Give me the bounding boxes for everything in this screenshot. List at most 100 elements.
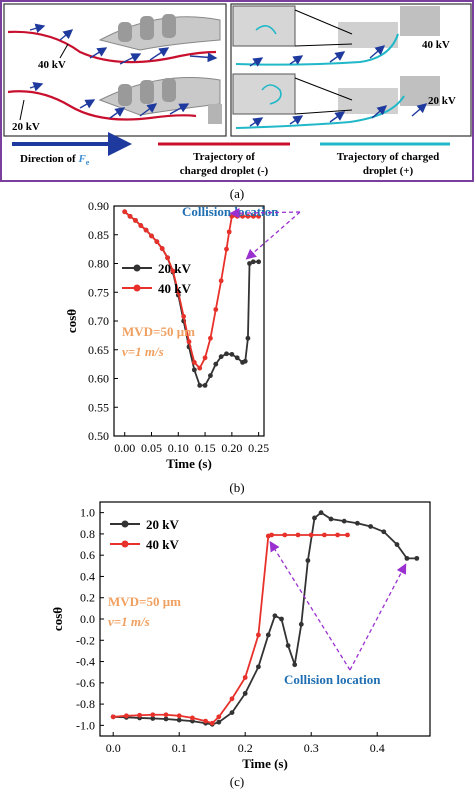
data-point: [133, 217, 138, 223]
data-point: [242, 675, 248, 680]
data-point: [170, 268, 176, 274]
y-tick-label: 0.8: [80, 527, 95, 541]
label-20kv-right: 20 kV: [428, 95, 456, 107]
trajectory-20kv-left: [7, 90, 197, 121]
data-point: [216, 714, 222, 720]
series-line-40kv: [113, 534, 348, 725]
data-point: [229, 696, 235, 702]
data-point: [154, 239, 160, 245]
data-point: [150, 716, 156, 721]
collision-arrow: [229, 207, 301, 219]
condition-text: v=1 m/s: [122, 344, 164, 359]
data-point: [176, 713, 182, 719]
x-tick-label: 0.1: [172, 741, 187, 755]
chart-b: 0.50 0.55 0.60 0.65 0.70 0.75 0.80 0.85 0.90 0.00…: [64, 199, 301, 471]
data-point: [312, 515, 317, 521]
y-axis-label: cosθ: [64, 309, 79, 333]
data-point: [242, 691, 248, 696]
data-point: [250, 259, 256, 265]
x-tick-label: 0.15: [195, 441, 216, 455]
data-point: [318, 510, 324, 516]
svg-text:Direction of Fe: Direction of Fe: [20, 153, 90, 167]
data-point: [181, 314, 187, 319]
data-point: [216, 719, 222, 725]
data-point: [414, 555, 420, 561]
panel-a-left-illustration: 40 kV 20 kV: [3, 3, 227, 137]
data-point: [127, 213, 133, 219]
y-tick-label: 0.85: [88, 228, 109, 242]
y-tick-label: 0.6: [80, 548, 95, 562]
data-point: [186, 339, 192, 345]
y-tick-label: 0.70: [88, 314, 109, 328]
legend-label: 20 kV: [146, 517, 179, 532]
data-point: [208, 335, 213, 341]
data-point: [110, 714, 116, 720]
y-tick-label: 0.55: [88, 400, 109, 414]
x-tick-label: 0.4: [370, 741, 385, 755]
fe-subscript: e: [86, 158, 90, 167]
collision-arrow: [349, 563, 407, 671]
data-point: [298, 621, 304, 627]
data-point: [197, 365, 203, 371]
x-tick-label: 0.10: [168, 441, 189, 455]
data-point: [176, 717, 182, 723]
panel-a: 40 kV 20 kV: [0, 0, 474, 182]
data-point: [209, 720, 215, 726]
data-point: [285, 643, 291, 648]
data-point: [124, 713, 129, 719]
label-40kv-right: 40 kV: [422, 39, 450, 51]
fe-direction-text: Direction of: [20, 153, 78, 165]
trajectory-40kv-right: [235, 33, 399, 66]
legend-trajectory-pos-line1: Trajectory of charged: [337, 151, 439, 163]
chart-c: -1.0 -0.8 -0.6 -0.4 -0.2 0.0 0.2 0.4 0.6 0.8 1.0 0.…: [50, 501, 431, 771]
y-tick-label: 0.90: [88, 199, 109, 213]
legend-marker: [133, 284, 141, 292]
data-point: [265, 632, 271, 638]
data-point: [191, 360, 197, 365]
x-tick-label: 0.25: [248, 441, 269, 455]
data-point: [272, 613, 278, 619]
data-point: [256, 664, 261, 670]
data-point: [191, 367, 197, 373]
data-point: [381, 529, 387, 535]
x-tick-label: 0.0: [106, 741, 121, 755]
panel-a-right-illustration: 40 kV 20 kV: [230, 3, 472, 137]
data-point: [355, 520, 360, 526]
label-40kv-left: 40 kV: [38, 59, 66, 71]
data-point: [345, 532, 350, 538]
data-point: [224, 246, 229, 252]
data-point: [218, 278, 224, 284]
legend-label: 40 kV: [146, 537, 179, 552]
data-point: [138, 223, 144, 228]
legend-label: 40 kV: [158, 281, 191, 296]
data-point: [149, 233, 154, 239]
data-point: [269, 532, 274, 538]
y-tick-label: 1.0: [80, 506, 95, 520]
data-point: [292, 662, 298, 668]
x-axis-label: Time (s): [242, 756, 288, 771]
y-tick-label: 0.75: [88, 285, 109, 299]
data-point: [282, 532, 288, 538]
data-point: [234, 355, 240, 361]
data-point: [229, 351, 235, 357]
data-point: [245, 335, 251, 341]
y-tick-label: -0.8: [76, 697, 95, 711]
legend-marker: [133, 264, 141, 272]
data-point: [256, 259, 262, 265]
data-point: [256, 632, 261, 638]
data-point: [208, 373, 213, 379]
data-point: [328, 516, 334, 522]
collision-annotation: Collision location: [182, 204, 279, 219]
data-point: [213, 361, 219, 367]
panel-a-legend: Direction of Fe Trajectory of charged dr…: [12, 132, 450, 177]
data-point: [137, 712, 143, 718]
data-point: [159, 246, 165, 251]
condition-text: v=1 m/s: [108, 614, 150, 629]
data-point: [404, 555, 410, 561]
data-point: [322, 532, 327, 538]
data-point: [394, 542, 400, 547]
x-tick-label: 0.20: [221, 441, 242, 455]
legend-marker: [121, 520, 129, 528]
y-tick-label: -0.2: [76, 633, 95, 647]
